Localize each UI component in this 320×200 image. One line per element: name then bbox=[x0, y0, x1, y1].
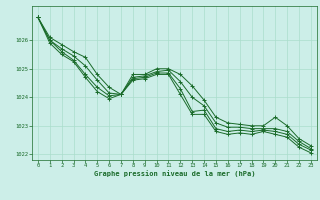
X-axis label: Graphe pression niveau de la mer (hPa): Graphe pression niveau de la mer (hPa) bbox=[94, 170, 255, 177]
